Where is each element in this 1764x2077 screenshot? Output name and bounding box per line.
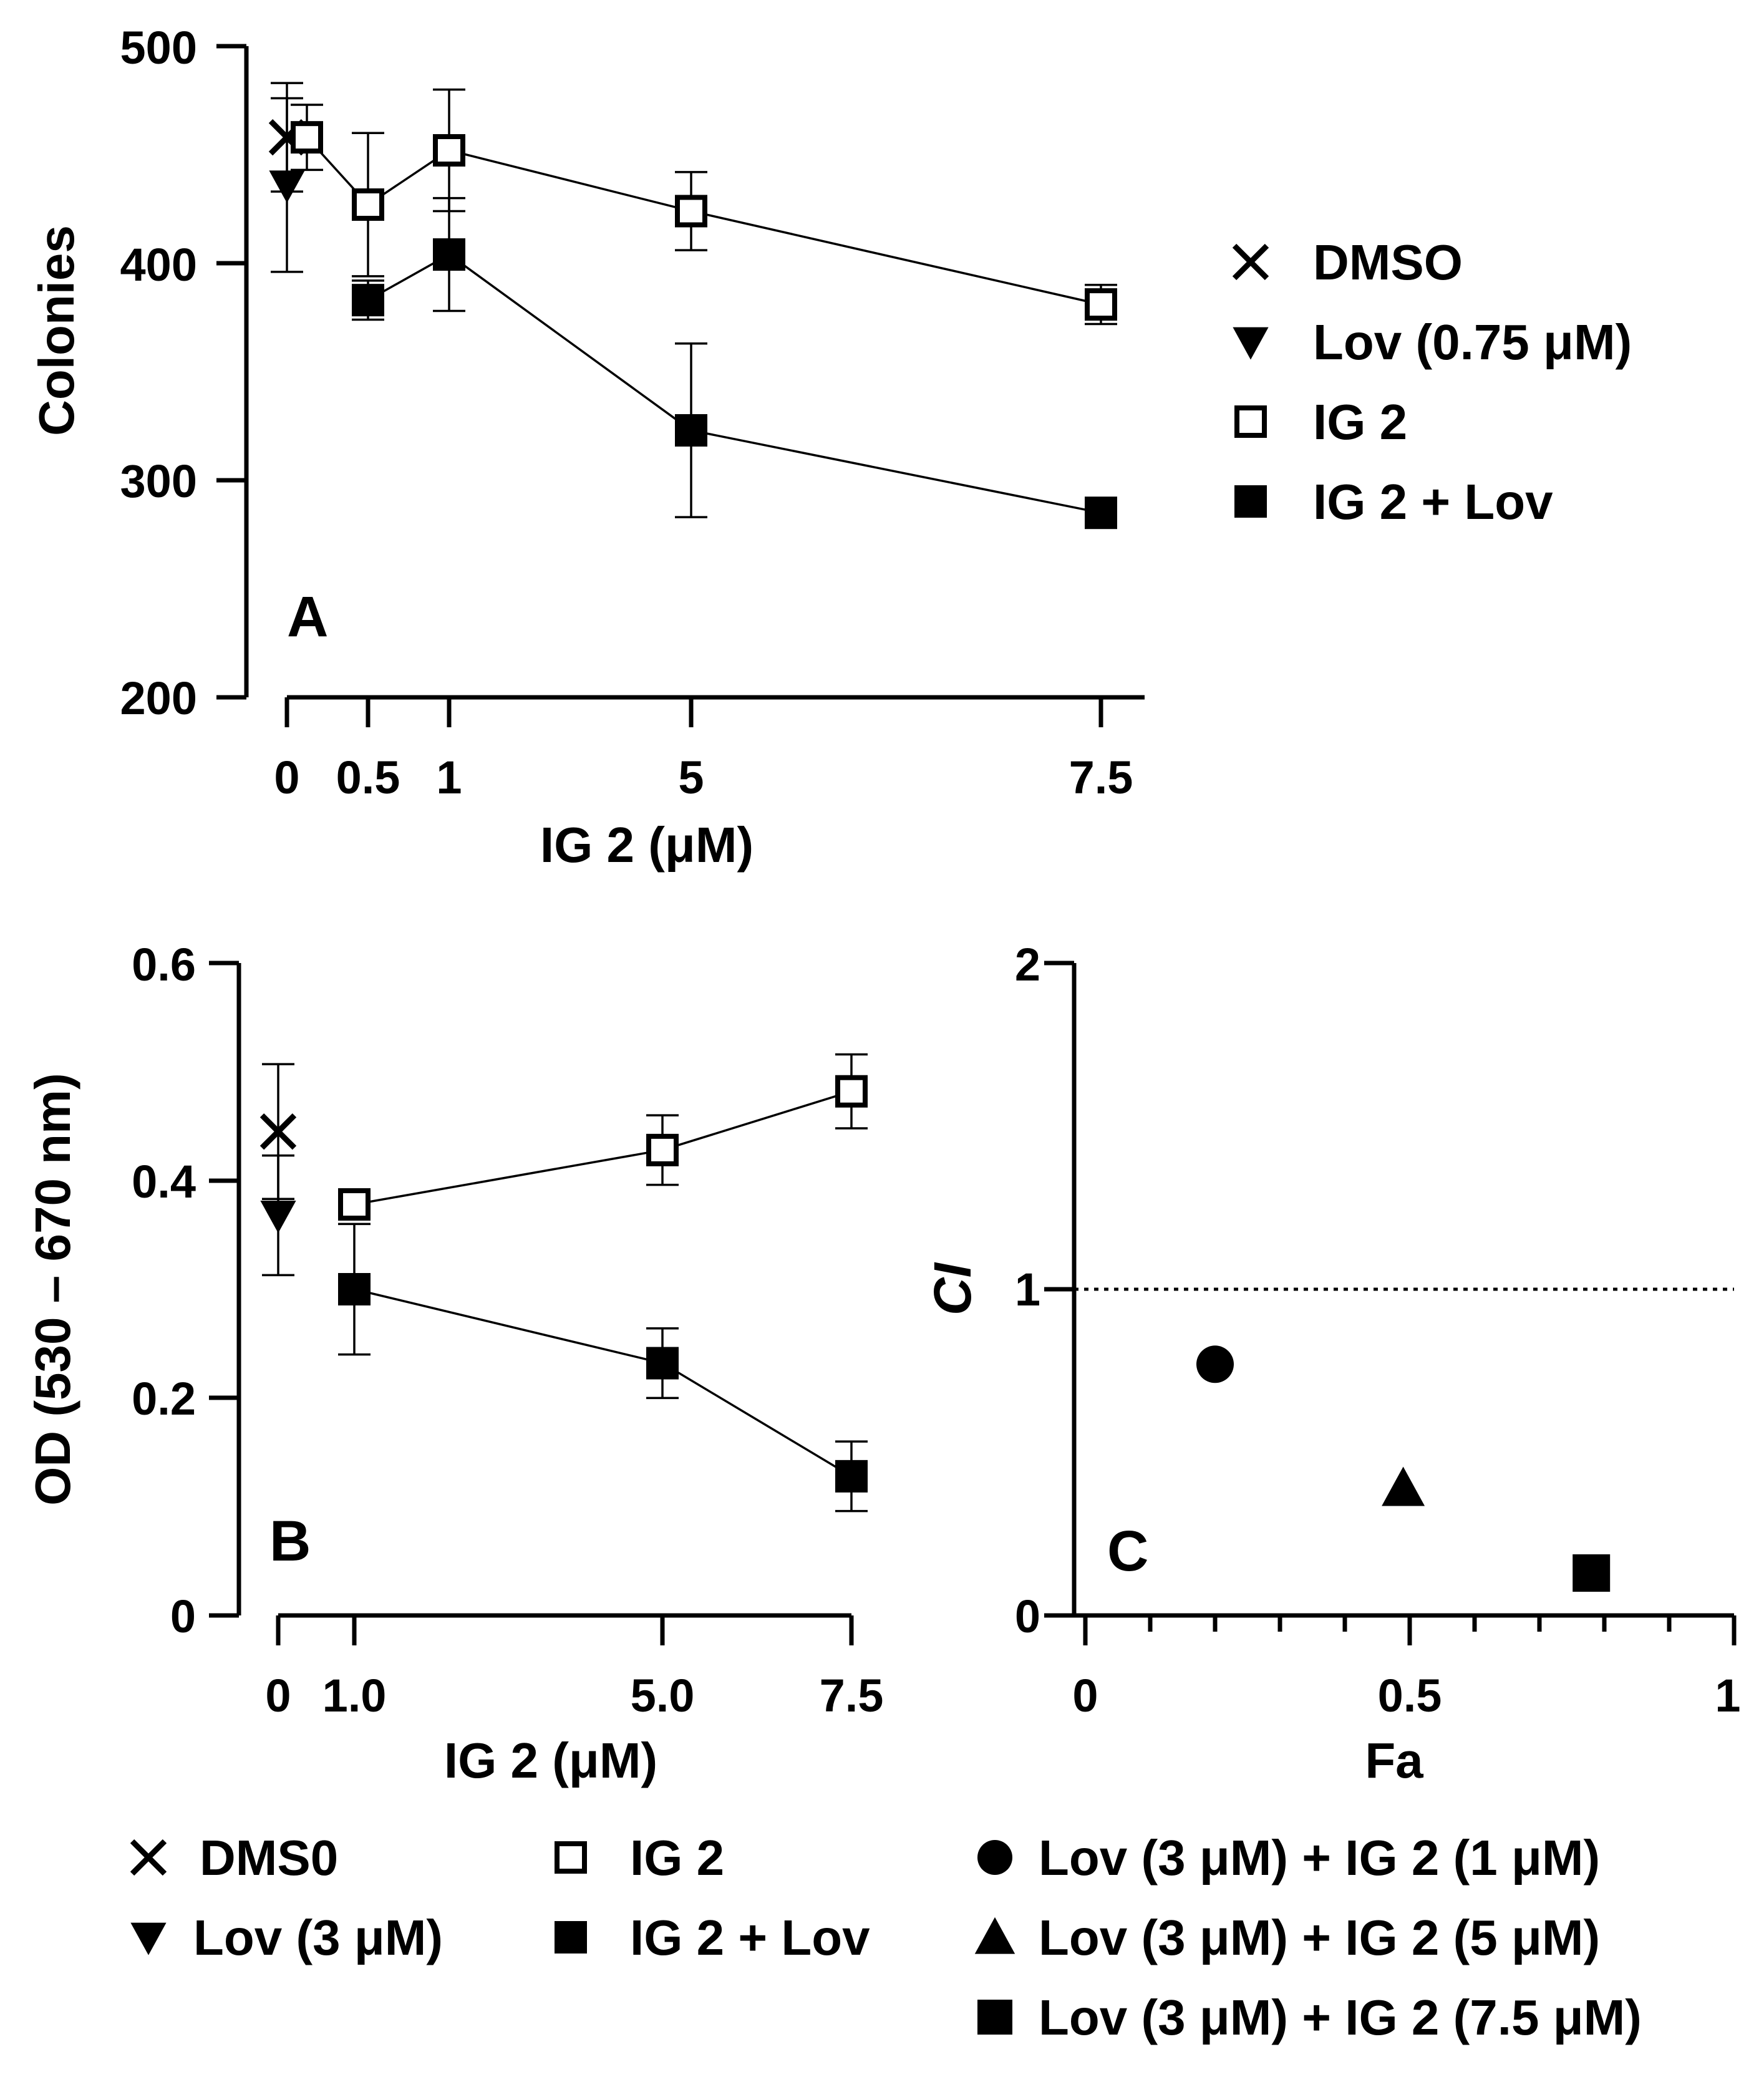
panel-b-point-ig-2-lov-1 (646, 1347, 679, 1380)
panel-a-legend-marker-3 (1234, 485, 1267, 518)
panel-a-series-line-ig-2-lov (367, 253, 1102, 514)
panel-c-x-tick-1: 1 (1715, 1670, 1740, 1721)
panel-c: 0 0.5 1 2 1 0 Fa CI C Lov (3 μM) + IG 2 … (923, 939, 1741, 2045)
panel-a-x-axis-title: IG 2 (μM) (540, 817, 754, 873)
panel-c-legend-marker-1 (974, 1917, 1015, 1954)
panel-a-legend-marker-1 (1233, 327, 1269, 360)
panel-b-series-line-ig-2-lov (354, 1288, 852, 1478)
panel-a-point-ig-2-4 (1085, 288, 1117, 321)
panel-b-legend-marker-0 (130, 1839, 167, 1876)
panel-a-y-tick-200: 200 (120, 672, 197, 724)
panel-a-x-tick-1: 1 (436, 752, 462, 803)
panel-a-x-tick-0.5: 0.5 (336, 752, 400, 803)
panel-c-point-2-0 (1573, 1554, 1611, 1592)
panel-b-y-tick-0: 0 (170, 1590, 196, 1642)
panel-a-point-ig-2-lov-0 (352, 284, 384, 317)
panel-c-legend-label-2: Lov (3 μM) + IG 2 (7.5 μM) (1039, 1990, 1642, 2045)
panel-b-x-tick-1.0: 1.0 (322, 1670, 387, 1721)
panel-b-x-tick-5.0: 5.0 (631, 1670, 695, 1721)
panel-a-point-lov-0-75-m-0 (269, 170, 305, 203)
panel-a-legend: DMSO Lov (0.75 μM) IG 2 IG 2 + Lov (1232, 235, 1632, 530)
panel-a-y-tick-500: 500 (120, 22, 197, 74)
panel-b-legend-marker-2 (555, 1841, 587, 1874)
panel-a: 0 0.5 1 5 7.5 500 400 300 200 IG 2 (μM) … (29, 22, 1632, 873)
panel-c-point-0-0 (1196, 1345, 1234, 1383)
panel-b-y-tick-0.4: 0.4 (132, 1156, 196, 1208)
panel-a-legend-marker-2 (1234, 405, 1267, 438)
panel-b-x-axis-title: IG 2 (μM) (444, 1733, 657, 1788)
panel-c-y-axis-title: CI (923, 1262, 982, 1315)
panel-b-point-dms0-0 (259, 1113, 297, 1150)
panel-a-legend-label-1: Lov (0.75 μM) (1313, 314, 1632, 370)
panel-a-legend-marker-0 (1232, 243, 1269, 281)
panel-a-point-ig-2-0 (291, 121, 323, 154)
panel-b-y-tick-0.2: 0.2 (132, 1373, 196, 1425)
panel-c-y-tick-1: 1 (1015, 1264, 1040, 1315)
panel-b-series-line-ig-2 (354, 1090, 852, 1206)
panel-b-label: B (269, 1509, 311, 1573)
panel-c-y-tick-0: 0 (1015, 1590, 1040, 1642)
panel-a-label: A (287, 585, 328, 649)
panel-a-point-ig-2-lov-1 (433, 238, 465, 271)
panel-a-legend-label-0: DMSO (1313, 235, 1463, 290)
panel-c-legend: Lov (3 μM) + IG 2 (1 μM) Lov (3 μM) + IG … (974, 1830, 1642, 2045)
panel-a-plot-area (268, 82, 1117, 530)
panel-b-plot-area (259, 1053, 868, 1513)
panel-c-x-tick-0.5: 0.5 (1378, 1670, 1442, 1721)
panel-b-x-tick-7.5: 7.5 (820, 1670, 884, 1721)
panel-b-y-tick-0.6: 0.6 (132, 939, 196, 990)
panel-b-point-ig-2-1 (646, 1133, 679, 1166)
panel-a-y-axis-title: Colonies (29, 225, 84, 436)
panel-c-x-axis-title: Fa (1365, 1733, 1423, 1788)
panel-a-x-tick-0: 0 (274, 752, 299, 803)
panel-b-y-axis-title: OD (530 – 670 nm) (25, 1073, 80, 1506)
panel-c-plot-area (1074, 1287, 1734, 1592)
panel-b: 0 1.0 5.0 7.5 0.6 0.4 0.2 0 IG 2 (μM) OD… (25, 939, 883, 1965)
panel-a-point-ig-2-2 (433, 134, 465, 167)
panel-a-y-tick-300: 300 (120, 455, 197, 507)
panel-a-legend-label-3: IG 2 + Lov (1313, 474, 1553, 530)
panel-a-point-ig-2-lov-3 (1085, 496, 1117, 530)
panel-a-legend-label-2: IG 2 (1313, 394, 1407, 450)
panel-c-y-tick-2: 2 (1015, 939, 1040, 990)
panel-b-point-ig-2-lov-2 (835, 1460, 868, 1493)
panel-c-legend-marker-0 (977, 1840, 1012, 1875)
panel-b-point-lov-3-m-0 (260, 1201, 296, 1234)
panel-b-point-ig-2-0 (338, 1188, 371, 1221)
panel-b-legend-marker-1 (130, 1922, 167, 1955)
panel-b-legend-marker-3 (555, 1921, 587, 1954)
panel-c-x-tick-0: 0 (1072, 1670, 1098, 1721)
panel-b-legend: DMS0 Lov (3 μM) IG 2 IG 2 + Lov (130, 1830, 870, 1965)
panel-c-legend-marker-2 (977, 2000, 1012, 2035)
panel-a-point-ig-2-lov-2 (675, 414, 707, 447)
panel-c-point-1-0 (1382, 1466, 1425, 1506)
panel-a-point-ig-2-1 (352, 188, 384, 221)
panel-b-legend-label-3: IG 2 + Lov (630, 1910, 870, 1965)
panel-c-legend-label-1: Lov (3 μM) + IG 2 (5 μM) (1039, 1910, 1600, 1965)
panel-a-point-ig-2-3 (675, 195, 707, 228)
panel-a-x-tick-7.5: 7.5 (1069, 752, 1133, 803)
panel-b-x-tick-0: 0 (265, 1670, 291, 1721)
panel-b-legend-label-0: DMS0 (200, 1830, 338, 1886)
panel-a-x-tick-5: 5 (678, 752, 704, 803)
panel-b-point-ig-2-2 (835, 1075, 868, 1108)
panel-b-legend-label-2: IG 2 (630, 1830, 724, 1886)
panel-b-legend-label-1: Lov (3 μM) (193, 1910, 443, 1965)
panel-a-y-tick-400: 400 (120, 239, 197, 291)
panel-c-label: C (1107, 1519, 1148, 1583)
panel-c-legend-label-0: Lov (3 μM) + IG 2 (1 μM) (1039, 1830, 1600, 1886)
panel-b-point-ig-2-lov-0 (338, 1273, 371, 1305)
